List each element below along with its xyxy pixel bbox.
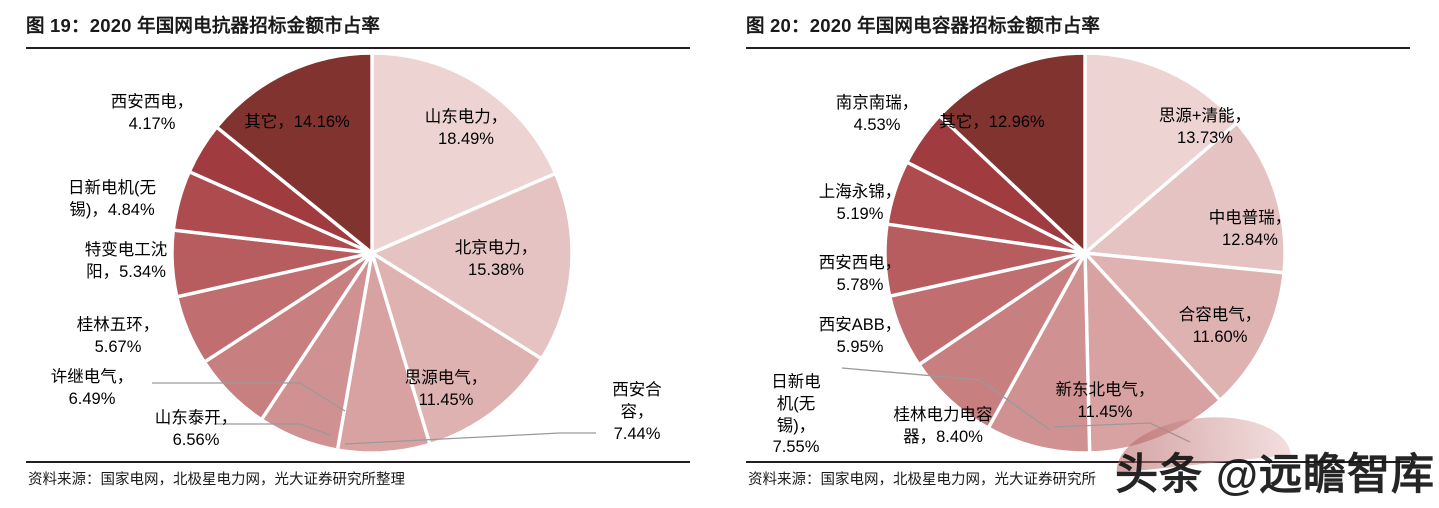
pie-slice-label: 特变电工沈 阳，5.34%: [84, 241, 168, 281]
pie-slice-label: 日新电 机(无 锡)， 7.55%: [771, 373, 821, 457]
pie-slice-label: 西安西电， 5.78%: [818, 254, 902, 294]
pie-slice-label: 日新电机(无 锡)，4.84%: [68, 179, 156, 219]
figure-panel-19: 图 19：2020 年国网电抗器招标金额市占率 山东电力， 18.49% 北京电力…: [0, 0, 719, 508]
pie-slice[interactable]: [937, 51, 1087, 255]
pie-chart-20: 思源+清能， 13.73% 中电普瑞， 12.84% 合容电气， 11.60% 新东北…: [720, 50, 1439, 460]
pie-slice-label: 许继电气， 6.49%: [50, 368, 134, 408]
pie-slice[interactable]: [1083, 51, 1239, 255]
leader-line: [214, 423, 331, 436]
source-divider: [26, 461, 690, 463]
pie-slice[interactable]: [370, 171, 574, 361]
pie-slice[interactable]: [986, 251, 1092, 455]
pie-slice-label: 北京电力， 15.38%: [454, 239, 538, 279]
pie-slice[interactable]: [1083, 121, 1287, 275]
pie-slice-label: 上海永锦， 5.19%: [818, 183, 902, 223]
pie-slice-label: 南京南瑞， 4.53%: [835, 94, 919, 134]
title-divider: [26, 47, 690, 50]
title-divider: [746, 47, 1410, 50]
leader-line: [841, 367, 1051, 431]
leader-line: [152, 382, 346, 412]
pie-slice-label: 思源+清能， 13.73%: [1158, 107, 1252, 147]
pie-slice-label: 思源电气， 11.45%: [404, 369, 488, 409]
figure-panel-20: 图 20：2020 年国网电容器招标金额市占率 思源+清能， 13.73% 中电普…: [720, 0, 1439, 508]
source-note: 资料来源：国家电网，北极星电力网，光大证券研究所整理: [28, 472, 405, 488]
pie-slice[interactable]: [370, 251, 544, 447]
pie-slice-label: 桂林五环， 5.67%: [76, 316, 160, 356]
pie-slice-label: 山东电力， 18.49%: [424, 108, 508, 148]
pie-slice-label: 桂林电力电容 器，8.40%: [893, 406, 993, 446]
pie-slice-label: 西安ABB， 5.95%: [818, 316, 902, 356]
pie-slice[interactable]: [214, 51, 374, 255]
pie-slice-label: 合容电气， 11.60%: [1178, 306, 1262, 346]
source-divider: [746, 461, 1410, 463]
leader-line: [344, 432, 596, 445]
pie-svg-19: [152, 51, 596, 455]
pie-slice[interactable]: [370, 51, 558, 255]
pie-slice-label: 其它，14.16%: [244, 113, 350, 131]
pie-slice[interactable]: [1083, 251, 1286, 403]
page-title: 图 19：2020 年国网电抗器招标金额市占率: [26, 15, 381, 36]
source-note: 资料来源：国家电网，北极星电力网，光大证券研究所: [748, 472, 1096, 488]
pie-svg-20: [841, 51, 1287, 455]
pie-slice-label: 新东北电气， 11.45%: [1055, 381, 1155, 421]
pie-slice[interactable]: [917, 251, 1087, 430]
pie-slice-label: 西安合 容， 7.44%: [612, 381, 662, 443]
pie-slice-label: 山东泰开， 6.56%: [154, 409, 238, 449]
pie-slice-label: 其它，12.96%: [939, 113, 1045, 131]
pie-slice-label: 西安西电， 4.17%: [110, 93, 194, 133]
page-title: 图 20：2020 年国网电容器招标金额市占率: [746, 15, 1101, 36]
pie-slice-label: 中电普瑞， 12.84%: [1208, 209, 1292, 249]
pie-chart-19: 山东电力， 18.49% 北京电力， 15.38% 思源电气， 11.45% 西安合 …: [0, 50, 719, 460]
